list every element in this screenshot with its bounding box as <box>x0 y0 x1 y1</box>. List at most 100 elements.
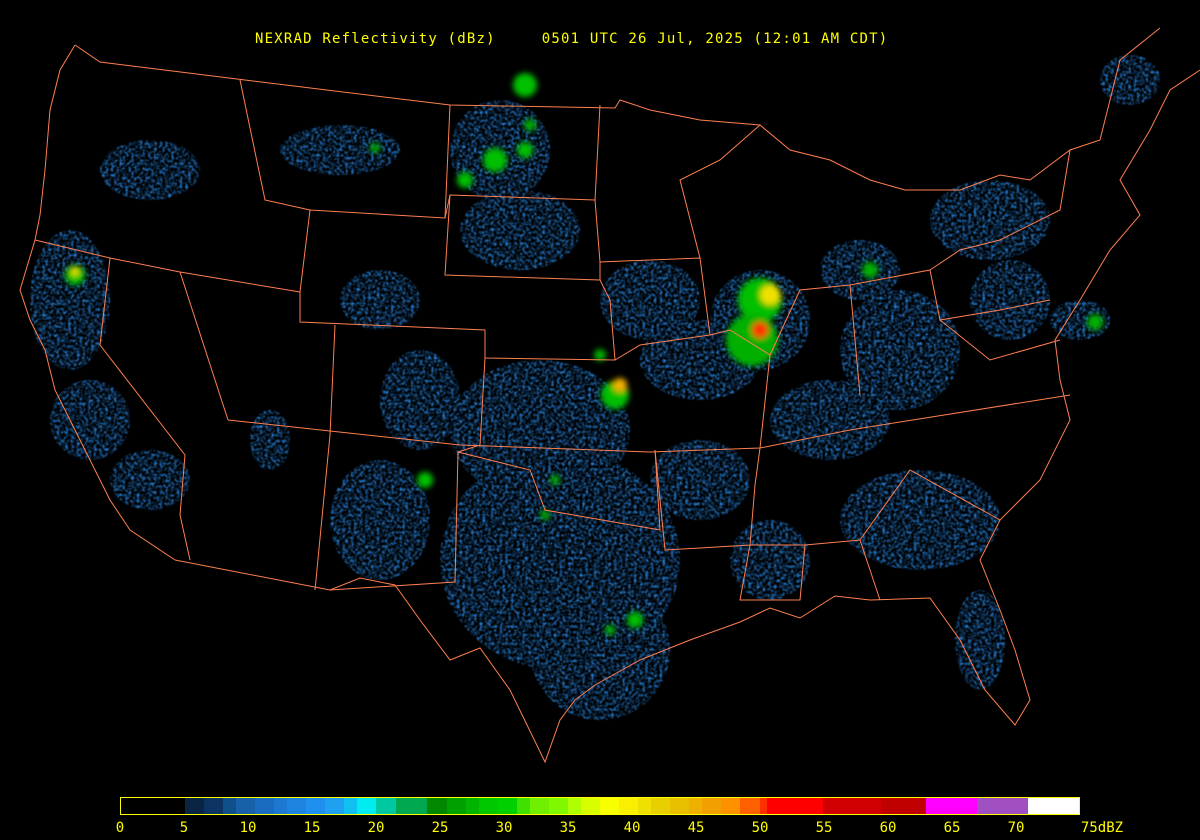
weak-echo-area <box>1100 55 1160 105</box>
colorbar-segment <box>567 798 581 814</box>
colorbar-tick-label: 55 <box>815 820 833 836</box>
storm-cell <box>524 119 536 131</box>
storm-cell <box>594 349 606 361</box>
colorbar-tick-label: 65 <box>943 820 961 836</box>
storm-cell <box>540 510 550 520</box>
weak-echo-area <box>110 450 190 510</box>
storm-cell <box>513 73 537 97</box>
weak-echo-area <box>30 230 110 370</box>
colorbar-tick-label: 20 <box>367 820 385 836</box>
boundary-line <box>444 104 601 219</box>
reflectivity-colorbar <box>120 797 1080 815</box>
storm-cell <box>605 625 615 635</box>
storm-cell <box>71 268 79 276</box>
colorbar-segment <box>223 798 236 814</box>
weak-echo-area <box>460 190 580 270</box>
boundary-line <box>179 271 229 421</box>
colorbar-segment <box>274 798 288 814</box>
weak-echo-area <box>280 125 400 175</box>
colorbar-segment <box>880 798 926 814</box>
colorbar-segment <box>516 798 530 814</box>
boundary-line <box>174 69 1200 764</box>
weak-echo-area <box>600 260 700 340</box>
colorbar-tick-label: 30 <box>495 820 513 836</box>
storm-cell <box>550 475 560 485</box>
colorbar-segment <box>121 798 185 814</box>
weak-echo-area <box>650 440 750 520</box>
colorbar-segment <box>689 798 703 814</box>
weak-echo-area <box>770 380 890 460</box>
colorbar-segment <box>287 798 307 814</box>
storm-cell <box>457 172 473 188</box>
colorbar-segment <box>702 798 722 814</box>
colorbar-segment <box>767 798 824 814</box>
weak-echo-layer <box>30 55 1160 720</box>
colorbar-segment <box>619 798 639 814</box>
storm-cell <box>417 472 433 488</box>
colorbar-segment <box>497 798 517 814</box>
colorbar-segment <box>184 798 205 814</box>
colorbar-segment <box>599 798 620 814</box>
colorbar-segment <box>478 798 498 814</box>
colorbar-tick-label: 70 <box>1007 820 1025 836</box>
storm-cell <box>627 612 643 628</box>
colorbar-tick-label: 45 <box>687 820 705 836</box>
colorbar-tick-label: 50 <box>751 820 769 836</box>
colorbar-segment <box>465 798 479 814</box>
colorbar-segment <box>721 798 741 814</box>
colorbar-tick-label: 75dBZ <box>1080 820 1124 836</box>
weak-echo-area <box>100 140 200 200</box>
colorbar-tick-label: 40 <box>623 820 641 836</box>
colorbar-segment <box>357 798 377 814</box>
weak-echo-area <box>930 180 1050 260</box>
storm-cell <box>613 378 627 392</box>
colorbar-segment <box>344 798 358 814</box>
boundary-line <box>227 394 1071 453</box>
colorbar-segment <box>529 798 549 814</box>
storm-cell <box>862 262 878 278</box>
conus-radar-map <box>19 27 1200 764</box>
boundary-line <box>239 79 311 211</box>
colorbar-segment <box>204 798 224 814</box>
state-boundaries <box>19 27 1200 764</box>
boundary-line <box>599 257 711 361</box>
colorbar-segment <box>548 798 568 814</box>
boundary-line <box>19 44 176 561</box>
colorbar-tick-label: 35 <box>559 820 577 836</box>
timestamp-label: 0501 UTC 26 Jul, 2025 (12:01 AM CDT) <box>541 31 889 47</box>
colorbar-segment <box>306 798 326 814</box>
colorbar-segment <box>235 798 256 814</box>
boundary-line <box>739 544 806 601</box>
colorbar-segment <box>670 798 690 814</box>
colorbar-segment <box>255 798 275 814</box>
weak-echo-area <box>530 580 670 720</box>
storm-cell <box>752 322 768 338</box>
colorbar-tick-label: 15 <box>303 820 321 836</box>
storm-cell <box>517 142 533 158</box>
colorbar-tick-label: 25 <box>431 820 449 836</box>
colorbar-tick-label: 10 <box>239 820 257 836</box>
boundary-line <box>769 284 861 396</box>
boundary-line <box>939 319 1061 361</box>
colorbar-segment <box>325 798 345 814</box>
weak-echo-area <box>250 410 290 470</box>
colorbar-segment <box>395 798 428 814</box>
colorbar-segment <box>740 798 760 814</box>
weak-echo-area <box>50 380 130 460</box>
storm-cell <box>760 285 780 305</box>
colorbar-tick-label: 0 <box>115 820 125 836</box>
weak-echo-area <box>955 590 1005 690</box>
map-title: NEXRAD Reflectivity (dBz) 0501 UTC 26 Jul… <box>255 31 934 47</box>
boundary-line <box>709 329 771 449</box>
strong-echo-layer <box>65 73 1103 635</box>
boundary-line <box>99 257 191 561</box>
weak-echo-area <box>380 350 460 450</box>
boundary-line <box>594 199 601 263</box>
boundary-line <box>457 449 661 531</box>
storm-cell <box>483 148 507 172</box>
weak-echo-area <box>970 260 1050 340</box>
boundary-line <box>679 124 761 259</box>
colorbar-tick-label: 60 <box>879 820 897 836</box>
product-label: NEXRAD Reflectivity (dBz) <box>255 31 496 47</box>
boundary-line <box>929 149 1071 271</box>
